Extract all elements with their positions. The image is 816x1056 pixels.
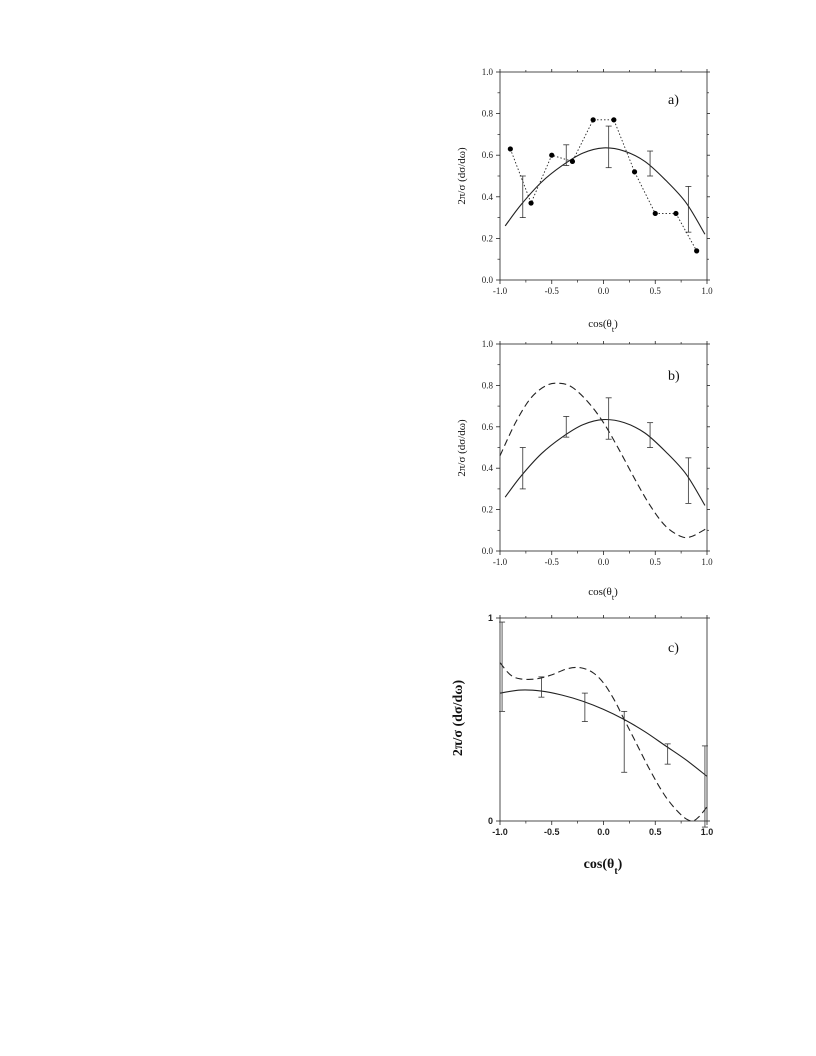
error-bar [685, 185, 692, 233]
x-axis-label: cos(θt) [588, 586, 618, 602]
svg-text:2π/σ (dσ/dω): 2π/σ (dσ/dω) [456, 147, 468, 205]
x-tick-label: -0.5 [545, 286, 560, 296]
series-line-solid [504, 147, 706, 235]
x-tick-label: 0.0 [598, 286, 610, 296]
error-bar [499, 621, 506, 712]
x-tick-label: -0.5 [544, 827, 560, 837]
y-tick-label: 0.0 [482, 275, 494, 285]
y-tick-label: 0.0 [482, 546, 494, 556]
error-bar [563, 144, 570, 167]
y-tick-label: 1.0 [482, 67, 494, 77]
error-bar [664, 743, 671, 765]
data-point [652, 210, 658, 217]
y-tick-label: 0.2 [482, 233, 493, 243]
y-tick-label: 0.4 [482, 463, 494, 473]
x-tick-label: 0.5 [649, 827, 662, 837]
svg-text:2π/σ (dσ/dω): 2π/σ (dσ/dω) [451, 680, 466, 757]
data-point [569, 158, 576, 165]
data-point [549, 152, 555, 158]
panel-label: c) [668, 641, 679, 656]
y-tick-label: 1 [488, 613, 493, 623]
x-tick-label: -1.0 [492, 827, 508, 837]
x-axis-label: cos(θt) [584, 857, 623, 877]
data-point [507, 146, 513, 152]
x-tick-label: 1.0 [701, 827, 714, 837]
x-tick-label: -1.0 [493, 286, 508, 296]
error-bar [519, 447, 526, 490]
y-tick-label: 0.2 [482, 505, 493, 515]
y-tick-label: 0 [488, 816, 493, 826]
x-tick-label: -1.0 [493, 557, 508, 567]
x-tick-label: 0.5 [650, 286, 662, 296]
series-line-solid [499, 689, 708, 777]
series-line-dotted [509, 119, 698, 252]
data-point [631, 169, 638, 175]
series-line-dashed [499, 382, 708, 539]
series-line-solid [504, 418, 706, 506]
y-tick-label: 0.8 [482, 109, 494, 119]
data-point [590, 117, 596, 123]
y-axis-label: 2π/σ (dσ/dω) [456, 147, 468, 205]
panel-label: a) [668, 93, 679, 108]
error-bar [538, 676, 545, 698]
chart-panel-a: a) cos(θt) 2π/σ (dσ/dω) -1.0 -0.5 0.0 0.5 1.… [456, 67, 713, 334]
x-tick-label: 0.0 [597, 827, 610, 837]
y-axis-label: 2π/σ (dσ/dω) [451, 680, 466, 757]
error-bar [647, 150, 654, 177]
error-bar [647, 422, 654, 448]
x-tick-label: 1.0 [701, 557, 713, 567]
error-bar [605, 125, 612, 169]
x-tick-label: 0.5 [650, 557, 662, 567]
y-tick-label: 0.6 [482, 150, 494, 160]
error-bar [581, 692, 588, 722]
x-tick-label: 0.0 [598, 557, 610, 567]
y-axis-label: 2π/σ (dσ/dω) [456, 419, 468, 477]
data-point [611, 117, 617, 123]
y-tick-label: 0.6 [482, 422, 494, 432]
x-tick-label: -0.5 [545, 557, 560, 567]
data-point [694, 248, 700, 254]
data-point [528, 200, 534, 206]
error-bar [685, 457, 692, 504]
svg-text:2π/σ (dσ/dω): 2π/σ (dσ/dω) [456, 419, 468, 477]
panel-label: b) [668, 369, 680, 384]
y-tick-label: 0.8 [482, 380, 494, 390]
x-tick-label: 1.0 [701, 286, 713, 296]
chart-panel-b: b) cos(θt) 2π/σ (dσ/dω) -1.0 -0.5 0.0 0.5 1.… [456, 339, 713, 602]
y-tick-label: 0.4 [482, 192, 494, 202]
y-tick-label: 1.0 [482, 339, 494, 349]
data-point [673, 210, 679, 217]
x-axis-label: cos(θt) [588, 318, 618, 334]
chart-panel-c: c) cos(θt) 2π/σ (dσ/dω) -1.0 -0.5 0.0 0.5 1.… [451, 613, 713, 877]
error-bar [621, 710, 628, 773]
series-line-dashed [499, 662, 708, 822]
error-bar [701, 745, 708, 828]
error-bar [519, 175, 526, 219]
error-bar [563, 416, 570, 438]
error-bar [605, 397, 612, 440]
